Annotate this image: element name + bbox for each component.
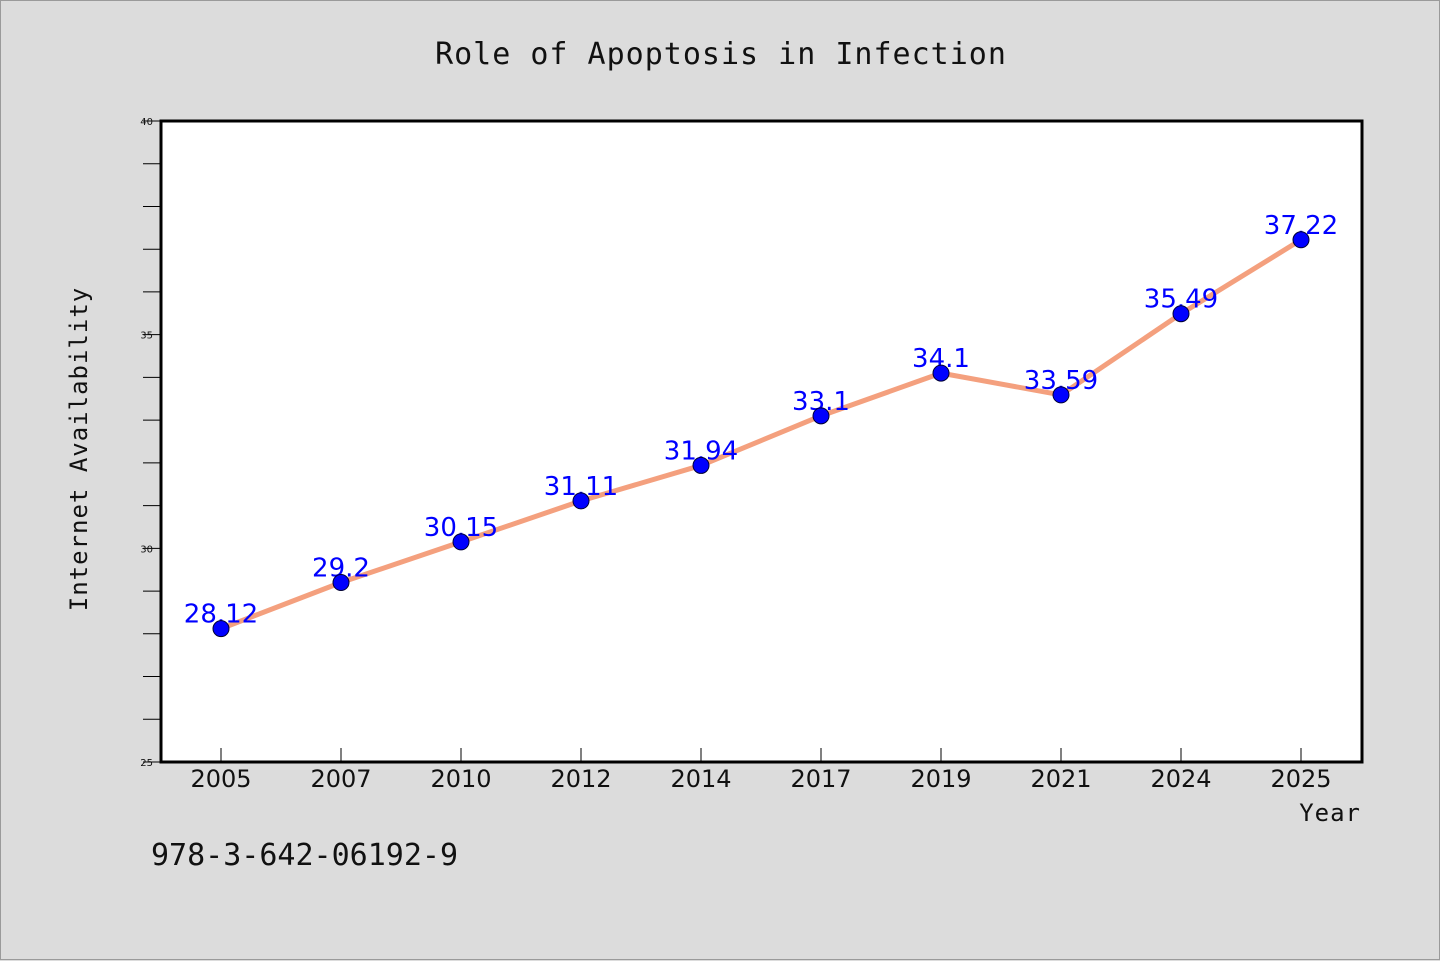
x-tick-label: 2005 bbox=[190, 765, 251, 793]
data-point bbox=[1292, 231, 1310, 249]
data-point bbox=[212, 620, 230, 638]
isbn-text: 978-3-642-06192-9 bbox=[151, 838, 458, 873]
data-point bbox=[932, 364, 950, 382]
x-tick-label: 2019 bbox=[910, 765, 971, 793]
y-tick-label: 25 bbox=[140, 758, 153, 769]
data-point bbox=[332, 574, 350, 592]
data-marker-group bbox=[212, 231, 1310, 638]
x-tick-label: 2010 bbox=[430, 765, 491, 793]
y-axis: 25 30 35 40 bbox=[140, 117, 161, 769]
x-axis: 2005 2007 2010 2012 2014 2017 2019 2021 2024 2025 bbox=[190, 748, 1332, 793]
x-tick-label: 2014 bbox=[670, 765, 731, 793]
chart-title: Role of Apoptosis in Infection bbox=[435, 37, 1007, 72]
x-tick-label: 2024 bbox=[1150, 765, 1211, 793]
y-tick-label: 30 bbox=[140, 544, 153, 555]
x-tick-label: 2007 bbox=[310, 765, 371, 793]
x-tick-label: 2017 bbox=[790, 765, 851, 793]
data-point bbox=[572, 492, 590, 510]
x-tick-label: 2025 bbox=[1270, 765, 1331, 793]
data-point bbox=[692, 456, 710, 474]
y-tick-label: 40 bbox=[140, 117, 153, 128]
x-tick-label: 2021 bbox=[1030, 765, 1091, 793]
y-tick-label: 35 bbox=[140, 331, 153, 342]
x-axis-title: Year bbox=[1299, 799, 1361, 827]
y-axis-title: Internet Availability bbox=[65, 287, 93, 611]
data-point bbox=[452, 533, 470, 551]
data-point bbox=[1172, 305, 1190, 323]
data-point bbox=[1052, 386, 1070, 404]
data-point bbox=[812, 407, 830, 425]
series-line bbox=[218, 237, 1304, 632]
series-line-group bbox=[218, 237, 1304, 632]
x-tick-label: 2012 bbox=[550, 765, 611, 793]
